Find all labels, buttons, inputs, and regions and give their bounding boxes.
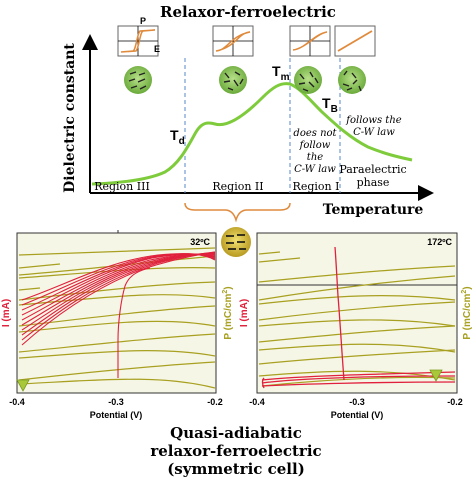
- diagram-title: Relaxor-ferroelectric: [160, 3, 336, 21]
- left-x-label: Potential (V): [90, 410, 143, 420]
- follows-cw-label: follows the C-W law: [345, 115, 401, 138]
- loop-box-4: [334, 25, 376, 57]
- domain-ball-2: [219, 66, 247, 94]
- svg-text:relaxor-ferroelectric: relaxor-ferroelectric: [150, 442, 321, 460]
- svg-text:(symmetric cell): (symmetric cell): [167, 460, 305, 478]
- left-y-label: I (mA): [1, 299, 12, 327]
- x-axis-label: Temperature: [323, 202, 424, 218]
- loop-box-2: [212, 25, 254, 57]
- svg-text:does not: does not: [293, 128, 337, 139]
- tm-label: Tm: [272, 63, 290, 83]
- svg-text:-0.3: -0.3: [349, 397, 365, 407]
- left-temp-label: 32ºC: [190, 237, 210, 247]
- right-x-label: Potential (V): [331, 410, 384, 420]
- domain-ball-4: [338, 66, 366, 94]
- region-i-label: Region I: [293, 180, 340, 193]
- left-panel: [16, 230, 217, 394]
- diagram-axes: [82, 34, 434, 201]
- svg-text:Quasi-adiabatic: Quasi-adiabatic: [170, 424, 302, 442]
- tb-label: TB: [322, 95, 338, 115]
- left-p-label: P (mC/cm2): [222, 286, 234, 339]
- svg-text:-0.4: -0.4: [9, 397, 25, 407]
- region-iii-label: Region III: [94, 180, 150, 193]
- paraelectric-label: Paraelectric phase: [339, 163, 406, 189]
- svg-text:follow: follow: [299, 140, 331, 151]
- domain-ball-yellow: [221, 227, 251, 257]
- domain-ball-3: [294, 66, 322, 94]
- svg-text:Paraelectric: Paraelectric: [339, 163, 406, 176]
- svg-text:-0.3: -0.3: [108, 397, 124, 407]
- caption: Quasi-adiabatic relaxor-ferroelectric (s…: [150, 424, 321, 478]
- right-x-ticks: -0.4 -0.3 -0.2: [249, 397, 463, 407]
- svg-text:phase: phase: [357, 176, 390, 189]
- left-x-ticks: -0.4 -0.3 -0.2: [9, 397, 223, 407]
- right-temp-label: 172ºC: [427, 237, 452, 247]
- region-bracket: [184, 202, 291, 223]
- y-axis-label: Dielectric constant: [62, 43, 78, 193]
- svg-text:-0.4: -0.4: [249, 397, 265, 407]
- right-i-label: I (mA): [239, 299, 250, 327]
- svg-text:the: the: [307, 152, 323, 163]
- dielectric-curve: [91, 82, 413, 186]
- not-follow-cw-label: does not follow the C-W law: [293, 128, 337, 175]
- svg-text:-0.2: -0.2: [447, 397, 463, 407]
- svg-text:-0.2: -0.2: [207, 397, 223, 407]
- svg-text:C-W law: C-W law: [294, 164, 336, 175]
- right-p-label: P (mC/cm2): [461, 286, 473, 339]
- right-panel: [256, 232, 458, 394]
- loop-box-1: [117, 25, 159, 57]
- svg-text:C-W law: C-W law: [353, 127, 395, 138]
- loop-e-label: E: [154, 44, 160, 54]
- loop-box-3: [289, 25, 331, 57]
- region-ii-label: Region II: [212, 180, 263, 193]
- td-label: Td: [170, 127, 185, 147]
- loop-p-label: P: [140, 16, 146, 26]
- domain-ball-1: [124, 66, 152, 94]
- svg-text:follows the: follows the: [345, 115, 401, 126]
